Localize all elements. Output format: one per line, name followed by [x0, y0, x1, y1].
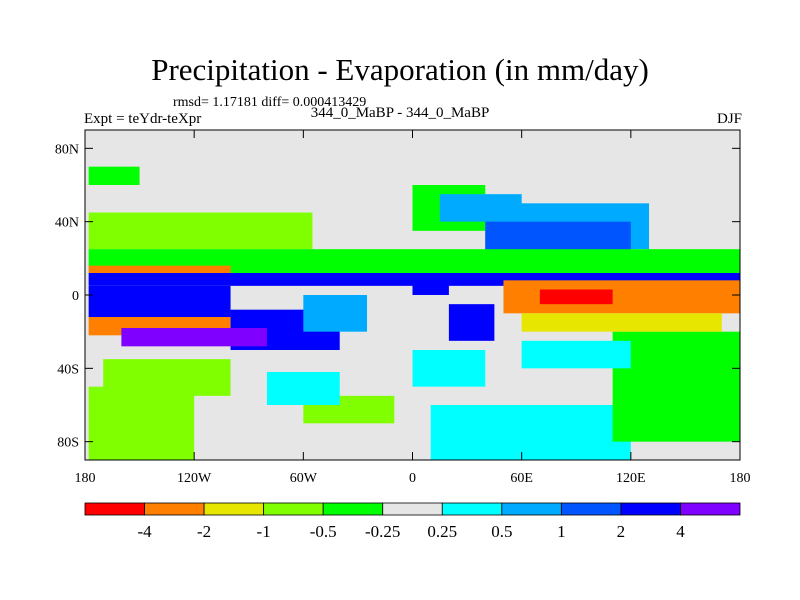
heatmap-region-1	[88, 386, 195, 460]
heatmap-region-27	[521, 340, 631, 369]
heatmap-region-12	[88, 249, 740, 273]
y-tick-label-3: 40S	[57, 362, 79, 377]
colorbar-box-2	[203, 502, 265, 516]
x-tick-label-6: 180	[730, 471, 751, 486]
colorbar-box-8	[560, 502, 622, 516]
x-tick-label-5: 120E	[616, 471, 646, 486]
stats-text: rmsd= 1.17181 diff= 0.000413429	[173, 95, 367, 110]
heatmap-region-15	[88, 285, 231, 317]
colorbar-label-2: -1	[257, 522, 271, 541]
heatmap-region-22	[521, 313, 722, 332]
heatmap-region-19	[303, 295, 368, 332]
colorbar-label-5: 0.25	[427, 522, 457, 541]
heatmap-region-3	[88, 212, 313, 250]
colorbar-label-8: 2	[617, 522, 626, 541]
colorbar-box-7	[501, 502, 562, 516]
chart-title: Precipitation - Evaporation (in mm/day)	[151, 52, 649, 87]
colorbar-box-6	[441, 502, 503, 516]
y-tick-label-0: 80N	[55, 142, 79, 157]
y-tick-label-1: 40N	[55, 216, 79, 231]
heatmap-region-7	[430, 405, 631, 460]
experiment-subtitle: 344_0_MaBP - 344_0_MaBP	[310, 105, 490, 121]
colorbar-box-5	[382, 502, 443, 516]
x-tick-label-4: 60E	[510, 471, 533, 486]
colorbar-label-9: 4	[676, 522, 685, 541]
colorbar-label-6: 0.5	[491, 522, 512, 541]
colorbar-label-4: -0.25	[365, 522, 400, 541]
heatmap-region-23	[448, 304, 495, 341]
colorbar-label-1: -2	[197, 522, 211, 541]
heatmap-region-25	[412, 350, 486, 387]
colorbar-label-0: -4	[137, 522, 152, 541]
colorbar-box-10	[680, 502, 741, 516]
colorbar-box-3	[263, 502, 324, 516]
heatmap-region-4	[88, 166, 140, 185]
colorbar-box-0	[84, 502, 145, 516]
y-tick-label-2: 0	[72, 289, 79, 304]
heatmap-region-21	[539, 289, 613, 305]
x-tick-label-0: 180	[75, 471, 96, 486]
y-tick-label-4: 80S	[57, 436, 79, 451]
colorbar-label-7: 1	[557, 522, 566, 541]
colorbar-box-4	[322, 502, 384, 516]
heatmap-region-24	[412, 276, 449, 295]
colorbar-label-3: -0.5	[310, 522, 337, 541]
experiment-label: Expt = teYdr-teXpr	[84, 111, 202, 127]
season-label: DJF	[716, 111, 742, 127]
x-tick-label-3: 0	[409, 471, 416, 486]
colorbar-box-9	[620, 502, 681, 516]
heatmap-region-18	[121, 328, 267, 347]
heatmap-region-13	[88, 265, 231, 273]
x-tick-label-1: 120W	[177, 471, 212, 486]
heatmap-region-26	[266, 372, 340, 405]
heatmap-region-2	[103, 359, 231, 396]
heatmap-region-8	[612, 331, 740, 442]
colorbar-box-1	[144, 502, 205, 516]
heatmap-region-20	[503, 280, 740, 314]
x-tick-label-2: 60W	[290, 471, 318, 486]
